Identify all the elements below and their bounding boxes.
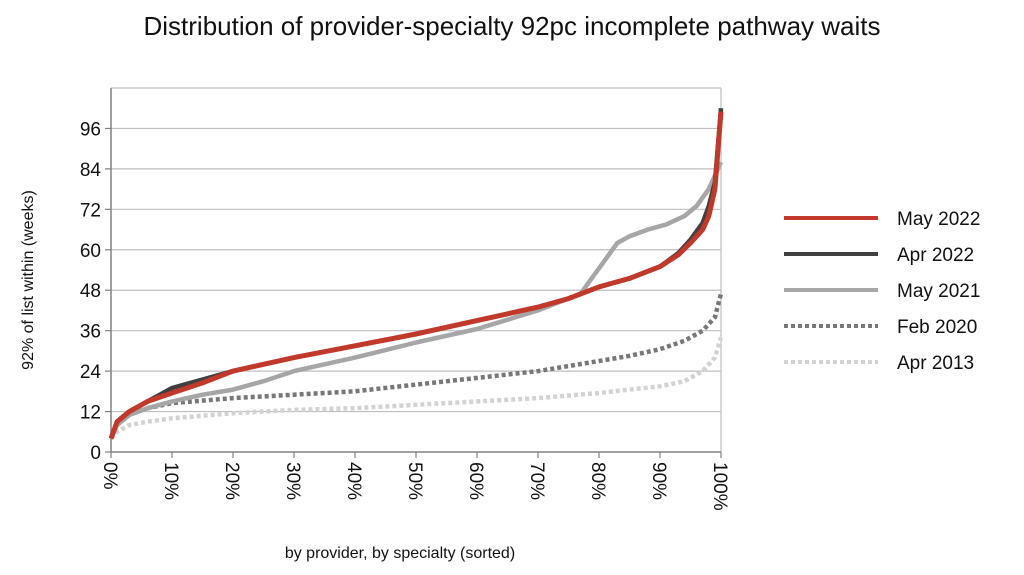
series-lines — [108, 108, 724, 441]
x-tick-label-4: 40% — [343, 462, 364, 500]
x-tick-label-2: 20% — [221, 462, 242, 500]
x-tick-label-10: 100% — [709, 462, 730, 511]
y-tick-label-1: 12 — [80, 403, 101, 424]
y-tick-label-2: 24 — [80, 362, 102, 383]
axes — [110, 88, 721, 453]
x-tick-label-8: 80% — [587, 462, 608, 500]
gridlines — [111, 87, 722, 452]
legend-label-4: Apr 2013 — [897, 353, 974, 374]
legend-label-3: Feb 2020 — [897, 317, 977, 338]
x-tick-labels: 0% 10% 20% 30% 40% 50% 60% 70% 80% 90% 100% — [99, 452, 730, 511]
y-tick-label-6: 72 — [80, 200, 101, 221]
y-tick-label-8: 96 — [80, 119, 101, 140]
x-tick-label-9: 90% — [648, 462, 669, 500]
y-tick-label-5: 60 — [80, 241, 101, 262]
y-tick-label-4: 48 — [80, 281, 101, 302]
series-line-apr-2013 — [109, 336, 724, 441]
legend-label-1: Apr 2022 — [897, 245, 974, 266]
x-axis-label: by provider, by specialty (sorted) — [285, 545, 515, 562]
legend-label-0: May 2022 — [897, 209, 980, 230]
chart-title: Distribution of provider-specialty 92pc … — [143, 11, 880, 41]
x-tick-label-3: 30% — [282, 462, 303, 500]
y-tick-labels: 0 12 24 36 48 60 72 84 96 — [80, 119, 111, 464]
y-tick-label-3: 36 — [80, 322, 101, 343]
legend: May 2022 Apr 2022 May 2021 Feb 2020 Apr 2013 — [784, 209, 980, 374]
series-line-may-2021 — [108, 161, 724, 440]
x-tick-label-7: 70% — [526, 462, 547, 500]
x-tick-label-5: 50% — [404, 462, 425, 500]
y-tick-label-7: 84 — [80, 160, 102, 181]
x-tick-label-0: 0% — [99, 462, 120, 490]
x-tick-label-1: 10% — [160, 462, 181, 500]
series-line-apr-2022 — [108, 108, 724, 440]
legend-label-2: May 2021 — [897, 281, 980, 302]
series-line-may-2022 — [108, 111, 724, 440]
x-tick-label-6: 60% — [465, 462, 486, 500]
y-tick-label-0: 0 — [90, 443, 101, 464]
series-line-feb-2020 — [108, 293, 724, 440]
y-axis-label: 92% of list within (weeks) — [20, 190, 37, 370]
